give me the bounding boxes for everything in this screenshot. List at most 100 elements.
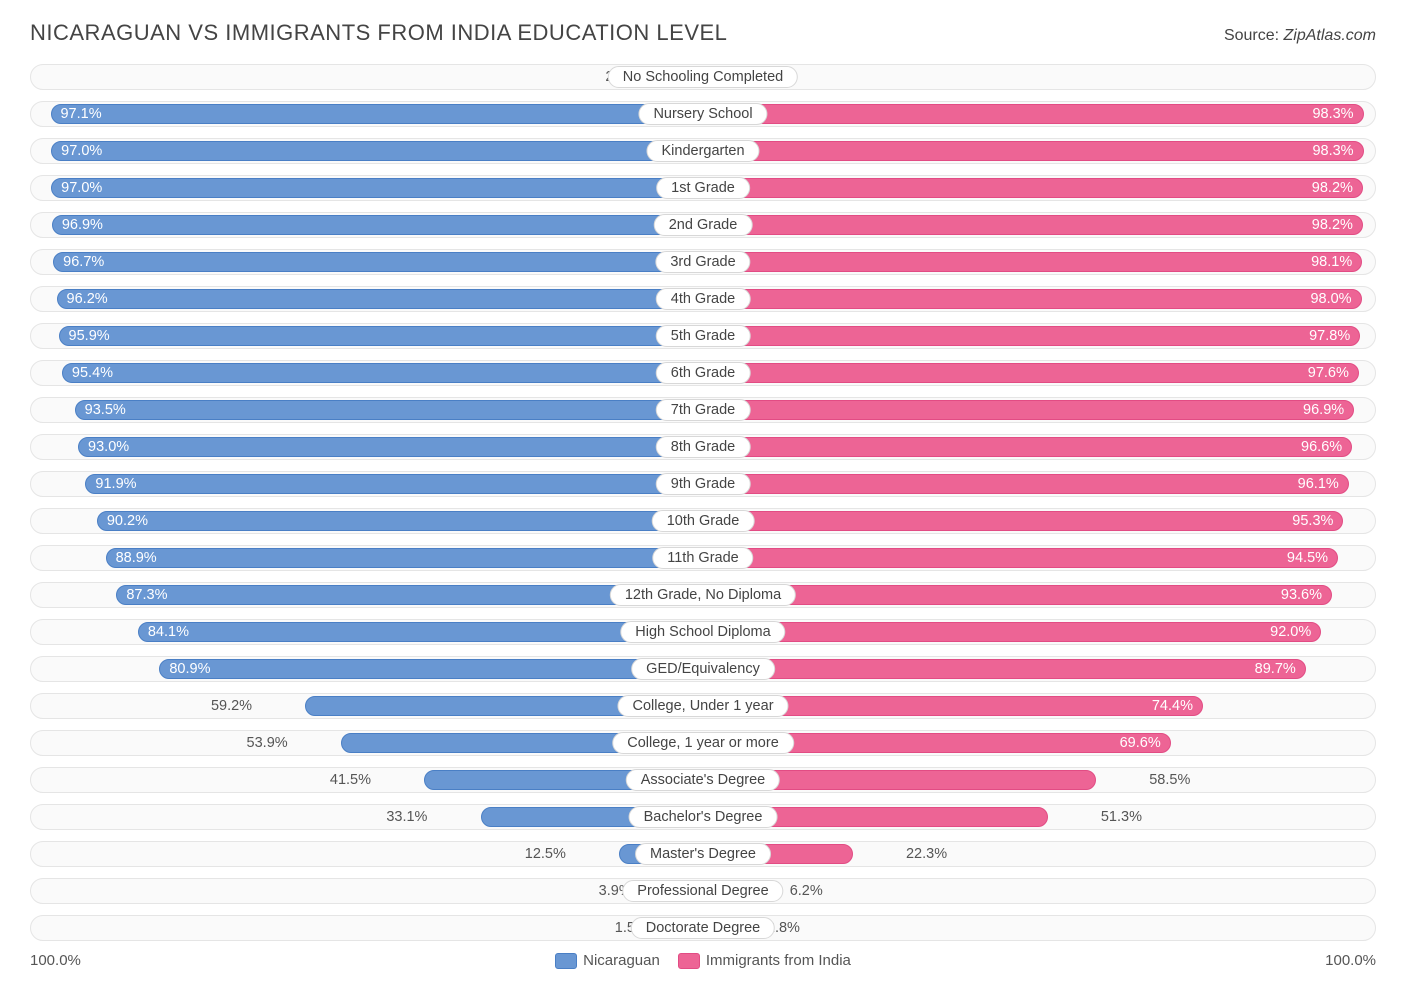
value-label-right: 97.6% — [1308, 361, 1359, 385]
chart-source: Source: ZipAtlas.com — [1224, 27, 1376, 45]
bar-right — [703, 622, 1321, 642]
bar-left — [138, 622, 703, 642]
value-label-left: 93.5% — [75, 398, 126, 422]
category-label: Doctorate Degree — [631, 917, 775, 939]
category-label: 4th Grade — [656, 288, 751, 310]
bar-left — [51, 178, 703, 198]
value-label-left: 12.5% — [525, 842, 572, 866]
chart-row: 59.2%74.4%College, Under 1 year — [30, 693, 1376, 719]
bar-right — [703, 437, 1352, 457]
category-label: 3rd Grade — [655, 251, 750, 273]
axis-right-max: 100.0% — [1325, 952, 1376, 969]
value-label-right: 98.2% — [1312, 176, 1363, 200]
chart-row: 41.5%58.5%Associate's Degree — [30, 767, 1376, 793]
category-label: Kindergarten — [646, 140, 759, 162]
value-label-left: 33.1% — [386, 805, 433, 829]
category-label: 8th Grade — [656, 436, 751, 458]
value-label-right: 98.3% — [1312, 102, 1363, 126]
legend-label-left: Nicaraguan — [583, 952, 660, 969]
chart-header: NICARAGUAN VS IMMIGRANTS FROM INDIA EDUC… — [30, 20, 1376, 46]
bar-right — [703, 474, 1349, 494]
chart-row: 12.5%22.3%Master's Degree — [30, 841, 1376, 867]
value-label-left: 95.4% — [62, 361, 113, 385]
chart-row: 84.1%92.0%High School Diploma — [30, 619, 1376, 645]
bar-left — [51, 141, 703, 161]
chart-row: 90.2%95.3%10th Grade — [30, 508, 1376, 534]
value-label-left: 96.2% — [57, 287, 108, 311]
value-label-right: 98.2% — [1312, 213, 1363, 237]
value-label-right: 92.0% — [1270, 620, 1321, 644]
chart-row: 95.9% 97.8% 5th Grade — [30, 323, 1376, 349]
value-label-right: 58.5% — [1143, 768, 1190, 792]
value-label-right: 96.6% — [1301, 435, 1352, 459]
chart-legend: Nicaraguan Immigrants from India — [555, 952, 851, 969]
chart-row: 3.9%6.2%Professional Degree — [30, 878, 1376, 904]
bar-left — [59, 326, 703, 346]
chart-row: 2.9%1.7%No Schooling Completed — [30, 64, 1376, 90]
value-label-left: 96.9% — [52, 213, 103, 237]
chart-row: 80.9%89.7%GED/Equivalency — [30, 656, 1376, 682]
bar-right — [703, 178, 1363, 198]
category-label: College, 1 year or more — [612, 732, 794, 754]
chart-row: 96.9% 98.2% 2nd Grade — [30, 212, 1376, 238]
value-label-right: 94.5% — [1287, 546, 1338, 570]
value-label-left: 88.9% — [106, 546, 157, 570]
value-label-right: 98.0% — [1310, 287, 1361, 311]
category-label: 10th Grade — [652, 510, 755, 532]
source-value: ZipAtlas.com — [1284, 27, 1376, 44]
value-label-right: 95.3% — [1292, 509, 1343, 533]
value-label-left: 53.9% — [247, 731, 294, 755]
bar-left — [78, 437, 703, 457]
value-label-left: 80.9% — [159, 657, 210, 681]
value-label-right: 6.2% — [784, 879, 823, 903]
value-label-left: 95.9% — [59, 324, 110, 348]
chart-row: 95.4% 97.6% 6th Grade — [30, 360, 1376, 386]
value-label-left: 97.1% — [50, 102, 101, 126]
category-label: 11th Grade — [652, 547, 753, 569]
value-label-left: 84.1% — [138, 620, 189, 644]
education-diverging-bar-chart: 2.9%1.7%No Schooling Completed 97.1% 98.3%… — [30, 64, 1376, 941]
value-label-left: 87.3% — [116, 583, 167, 607]
chart-row: 93.0%96.6%8th Grade — [30, 434, 1376, 460]
chart-row: 97.0%98.2%1st Grade — [30, 175, 1376, 201]
bar-right — [703, 585, 1332, 605]
value-label-right: 98.1% — [1311, 250, 1362, 274]
bar-right — [703, 400, 1354, 420]
bar-right — [703, 289, 1362, 309]
chart-row: 97.1%98.3%Nursery School — [30, 101, 1376, 127]
category-label: 6th Grade — [656, 362, 751, 384]
value-label-right: 74.4% — [1152, 694, 1203, 718]
value-label-right: 96.9% — [1303, 398, 1354, 422]
chart-row: 87.3% 93.6% 12th Grade, No Diploma — [30, 582, 1376, 608]
source-label: Source: — [1224, 27, 1284, 44]
value-label-left: 97.0% — [51, 176, 102, 200]
chart-row: 96.2% 98.0% 4th Grade — [30, 286, 1376, 312]
bar-right — [703, 326, 1360, 346]
value-label-right: 98.3% — [1312, 139, 1363, 163]
bar-right — [703, 363, 1359, 383]
category-label: 5th Grade — [656, 325, 751, 347]
bar-right — [703, 659, 1306, 679]
axis-left-max: 100.0% — [30, 952, 81, 969]
category-label: Bachelor's Degree — [629, 806, 778, 828]
value-label-left: 91.9% — [85, 472, 136, 496]
bar-left — [85, 474, 703, 494]
category-label: 12th Grade, No Diploma — [610, 584, 796, 606]
value-label-right: 96.1% — [1298, 472, 1349, 496]
category-label: 2nd Grade — [654, 214, 753, 236]
value-label-right: 22.3% — [900, 842, 947, 866]
chart-row: 91.9%96.1%9th Grade — [30, 471, 1376, 497]
bar-left — [53, 252, 703, 272]
bar-left — [62, 363, 703, 383]
legend-swatch-right — [678, 953, 700, 969]
value-label-left: 59.2% — [211, 694, 258, 718]
chart-row: 93.5%96.9%7th Grade — [30, 397, 1376, 423]
chart-row: 33.1%51.3%Bachelor's Degree — [30, 804, 1376, 830]
bar-left — [97, 511, 703, 531]
chart-row: 97.0%98.3%Kindergarten — [30, 138, 1376, 164]
value-label-right: 93.6% — [1281, 583, 1332, 607]
bar-left — [52, 215, 703, 235]
value-label-right: 97.8% — [1309, 324, 1360, 348]
bar-left — [51, 104, 704, 124]
bar-left — [75, 400, 703, 420]
